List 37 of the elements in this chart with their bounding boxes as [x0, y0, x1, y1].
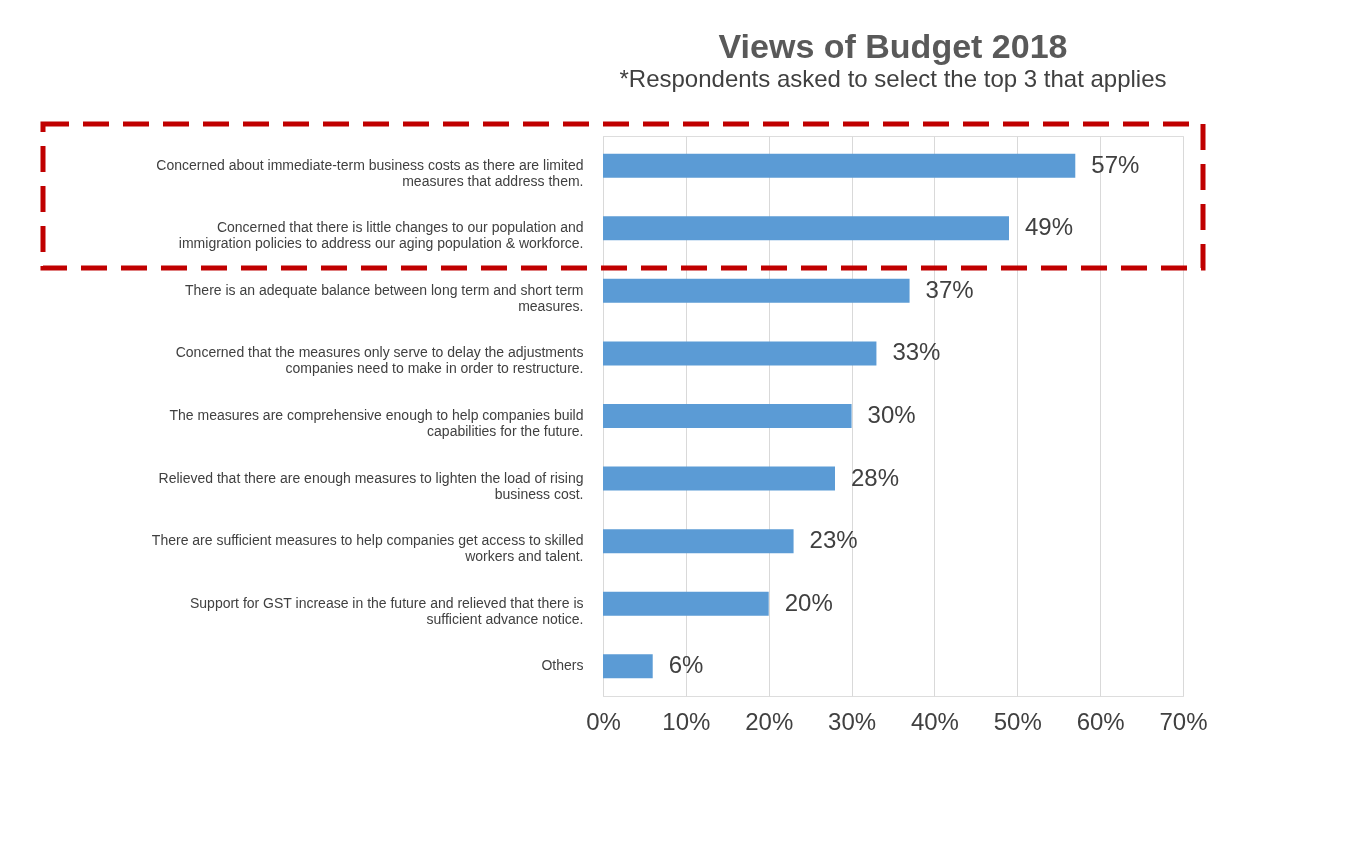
- y-tick-label: Relieved that there are enough measures to lighten the load of rising business cost.: [158, 469, 584, 502]
- bar: [603, 591, 769, 616]
- x-tick-label: 10%: [662, 707, 711, 735]
- x-tick-label: 70%: [1159, 707, 1208, 735]
- x-tick-label: 60%: [1076, 707, 1125, 735]
- data-label: 33%: [892, 338, 941, 366]
- x-tick-label: 20%: [745, 707, 794, 735]
- chart-title: Views of Budget 2018: [718, 26, 1068, 65]
- data-label: 20%: [784, 588, 833, 616]
- y-tick-label: Support for GST increase in the future and relieved that there is sufficient advance notice.: [189, 594, 584, 627]
- data-label: 57%: [1091, 150, 1140, 178]
- chart-subtitle: *Respondents asked to select the top 3 that applies: [619, 64, 1167, 92]
- bar: [603, 404, 852, 428]
- data-label: 49%: [1025, 213, 1074, 241]
- y-tick-label: Others: [541, 657, 584, 674]
- x-tick-label: 0%: [586, 707, 621, 735]
- y-tick-label: The measures are comprehensive enough to help companies build capabilities for the future.: [169, 407, 584, 439]
- y-tick-label: There are sufficient measures to help companies get access to skilled workers and talent.: [151, 532, 584, 565]
- data-label: 23%: [809, 526, 858, 554]
- data-label: 6%: [668, 651, 704, 679]
- data-label: 37%: [925, 275, 974, 303]
- x-tick-label: 30%: [828, 707, 877, 735]
- bar: [603, 278, 910, 303]
- y-tick-label: Concerned that the measures only serve to delay the adjustments companies need to make in order to restructure.: [175, 344, 584, 377]
- data-label: 30%: [867, 401, 916, 428]
- bar: [603, 466, 835, 491]
- x-tick-label: 50%: [993, 707, 1042, 735]
- bar: [603, 153, 1076, 178]
- bar: [603, 341, 877, 366]
- y-tick-label: Concerned that there is little changes to our population and immigration policies to address our aging population & workforce.: [178, 219, 584, 252]
- y-tick-label: There is an adequate balance between long term and short term measures.: [185, 281, 584, 314]
- x-tick-label: 40%: [910, 707, 959, 735]
- bar: [603, 216, 1009, 241]
- bar: [603, 529, 794, 554]
- bar: [603, 654, 653, 679]
- y-tick-label: Concerned about immediate-term business costs as there are limited measures that address them.: [156, 156, 584, 189]
- data-label: 28%: [851, 463, 900, 491]
